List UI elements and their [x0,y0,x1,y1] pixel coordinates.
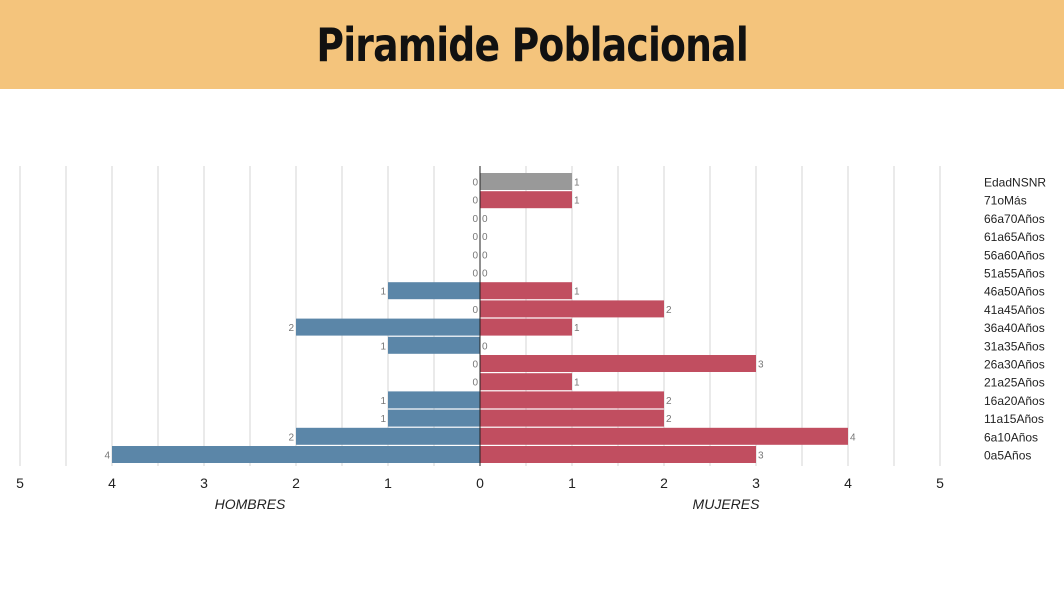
value-label-mujeres: 4 [850,432,856,443]
category-label: 11a15Años [984,412,1044,426]
x-tick-label: 3 [200,475,208,491]
category-label: EdadNSNR [984,176,1046,190]
category-label: 21a25Años [984,376,1045,390]
category-label: 71oMás [984,194,1027,208]
value-label-hombres: 0 [472,250,478,261]
value-label-hombres: 0 [472,196,478,207]
value-label-mujeres: 3 [758,451,764,462]
bar-mujeres-0a5Años [480,446,756,463]
x-axis-title-mujeres: MUJERES [693,496,761,512]
x-tick-label: 0 [476,475,484,491]
category-label: 66a70Años [984,212,1045,226]
bar-mujeres-41a45Años [480,300,664,318]
bar-hombres-31a35Años [388,336,480,354]
bar-mujeres-EdadNSNR [480,173,572,190]
value-label-hombres: 4 [104,451,110,462]
value-label-mujeres: 2 [666,305,672,316]
value-label-mujeres: 1 [574,196,580,207]
x-tick-label: 5 [936,475,944,491]
value-label-mujeres: 2 [666,414,672,425]
category-label: 46a50Años [984,285,1045,299]
bar-mujeres-26a30Años [480,355,756,372]
page-title: Piramide Poblacional [316,17,748,72]
bars [112,173,848,463]
x-tick-label: 4 [108,475,116,491]
value-label-hombres: 0 [472,178,478,189]
bar-mujeres-6a10Años [480,427,848,445]
category-label: 56a60Años [984,248,1045,262]
value-label-mujeres: 0 [482,250,488,261]
value-label-mujeres: 1 [574,287,580,298]
value-label-mujeres: 3 [758,360,764,371]
value-label-hombres: 0 [472,360,478,371]
x-tick-label: 1 [384,475,392,491]
value-label-hombres: 2 [288,432,294,443]
x-tick-label: 5 [16,475,24,491]
bar-mujeres-46a50Años [480,282,572,300]
bar-mujeres-11a15Años [480,409,664,427]
x-tick-label: 2 [660,475,668,491]
x-tick-label: 2 [292,475,300,491]
x-tick-label: 1 [568,475,576,491]
bar-mujeres-71oMás [480,191,572,209]
value-label-hombres: 0 [472,214,478,225]
value-label-hombres: 0 [472,378,478,389]
value-label-hombres: 0 [472,232,478,243]
bar-mujeres-21a25Años [480,373,572,391]
value-label-hombres: 2 [288,323,294,334]
bar-mujeres-16a20Años [480,391,664,409]
value-label-mujeres: 0 [482,232,488,243]
value-label-mujeres: 0 [482,341,488,352]
value-label-mujeres: 2 [666,396,672,407]
value-label-mujeres: 0 [482,214,488,225]
title-banner: Piramide Poblacional [0,0,1064,89]
category-label: 0a5Años [984,449,1031,463]
value-label-hombres: 1 [380,341,386,352]
category-label: 41a45Años [984,303,1045,317]
value-label-hombres: 1 [380,396,386,407]
bar-hombres-0a5Años [112,446,480,463]
value-label-mujeres: 1 [574,378,580,389]
value-label-hombres: 1 [380,287,386,298]
category-label: 31a35Años [984,339,1045,353]
category-label: 51a55Años [984,267,1045,281]
category-label: 61a65Años [984,230,1045,244]
x-tick-label: 3 [752,475,760,491]
value-label-hombres: 0 [472,305,478,316]
value-label-mujeres: 1 [574,178,580,189]
x-tick-label: 4 [844,475,852,491]
value-label-mujeres: 1 [574,323,580,334]
value-label-hombres: 1 [380,414,386,425]
bar-hombres-6a10Años [296,427,480,445]
value-label-hombres: 0 [472,269,478,280]
x-axis-title-hombres: HOMBRES [215,496,286,512]
bar-hombres-16a20Años [388,391,480,409]
bar-mujeres-36a40Años [480,318,572,336]
category-label: 36a40Años [984,321,1045,335]
value-label-mujeres: 0 [482,269,488,280]
category-label: 16a20Años [984,394,1045,408]
bar-hombres-11a15Años [388,409,480,427]
bar-hombres-36a40Años [296,318,480,336]
category-label: 26a30Años [984,358,1045,372]
bar-hombres-46a50Años [388,282,480,300]
category-label: 6a10Años [984,430,1038,444]
